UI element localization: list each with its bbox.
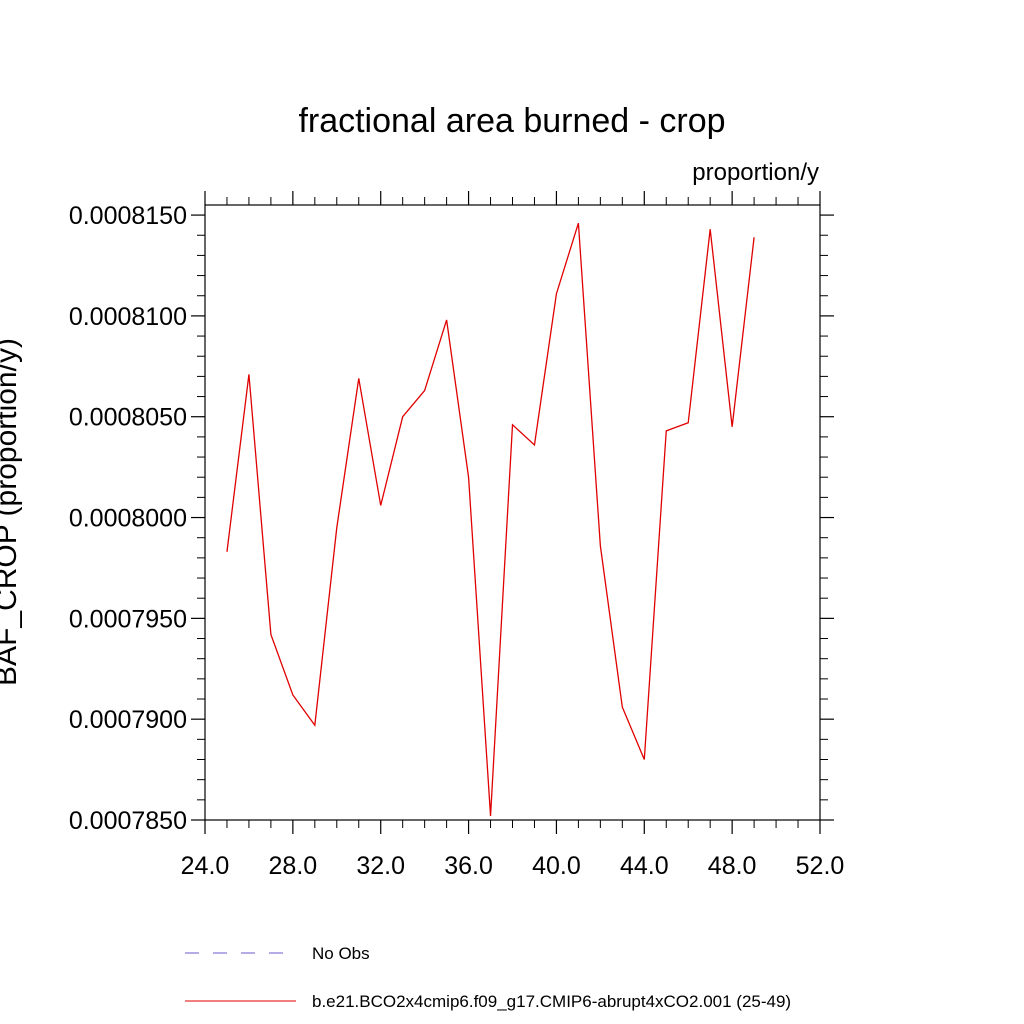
series-lines	[226, 222, 755, 817]
x-tick-label: 28.0	[269, 852, 318, 880]
x-tick-label: 44.0	[620, 852, 669, 880]
legend-label-0: No Obs	[312, 944, 370, 963]
x-tick-label: 52.0	[796, 852, 845, 880]
y-tick-label: 0.0007850	[69, 807, 187, 835]
axis-ticks	[191, 191, 834, 834]
axis-tick-labels: 24.0 28.0 32.0 36.0 40.0 44.0 48.0 52.0 0.000785…	[69, 202, 845, 880]
series-line-1	[226, 222, 755, 817]
chart-title: fractional area burned - crop	[298, 102, 725, 140]
y-tick-label: 0.0007900	[69, 706, 187, 734]
y-tick-label: 0.0008000	[69, 505, 187, 533]
y-tick-label: 0.0008150	[69, 202, 187, 230]
legend: No Obs b.e21.BCO2x4cmip6.f09_g17.CMIP6-ab…	[185, 944, 791, 1011]
legend-label-1: b.e21.BCO2x4cmip6.f09_g17.CMIP6-abrupt4x…	[312, 992, 791, 1011]
x-tick-label: 40.0	[532, 852, 581, 880]
units-label: proportion/y	[692, 159, 819, 186]
x-tick-label: 48.0	[708, 852, 757, 880]
y-axis-label: BAF_CROP (proportion/y)	[0, 338, 23, 686]
y-tick-label: 0.0007950	[69, 605, 187, 633]
y-tick-label: 0.0008100	[69, 303, 187, 331]
y-tick-label: 0.0008050	[69, 404, 187, 432]
x-tick-label: 32.0	[356, 852, 405, 880]
x-tick-label: 36.0	[444, 852, 493, 880]
plot-area	[204, 204, 821, 821]
x-tick-label: 24.0	[181, 852, 230, 880]
